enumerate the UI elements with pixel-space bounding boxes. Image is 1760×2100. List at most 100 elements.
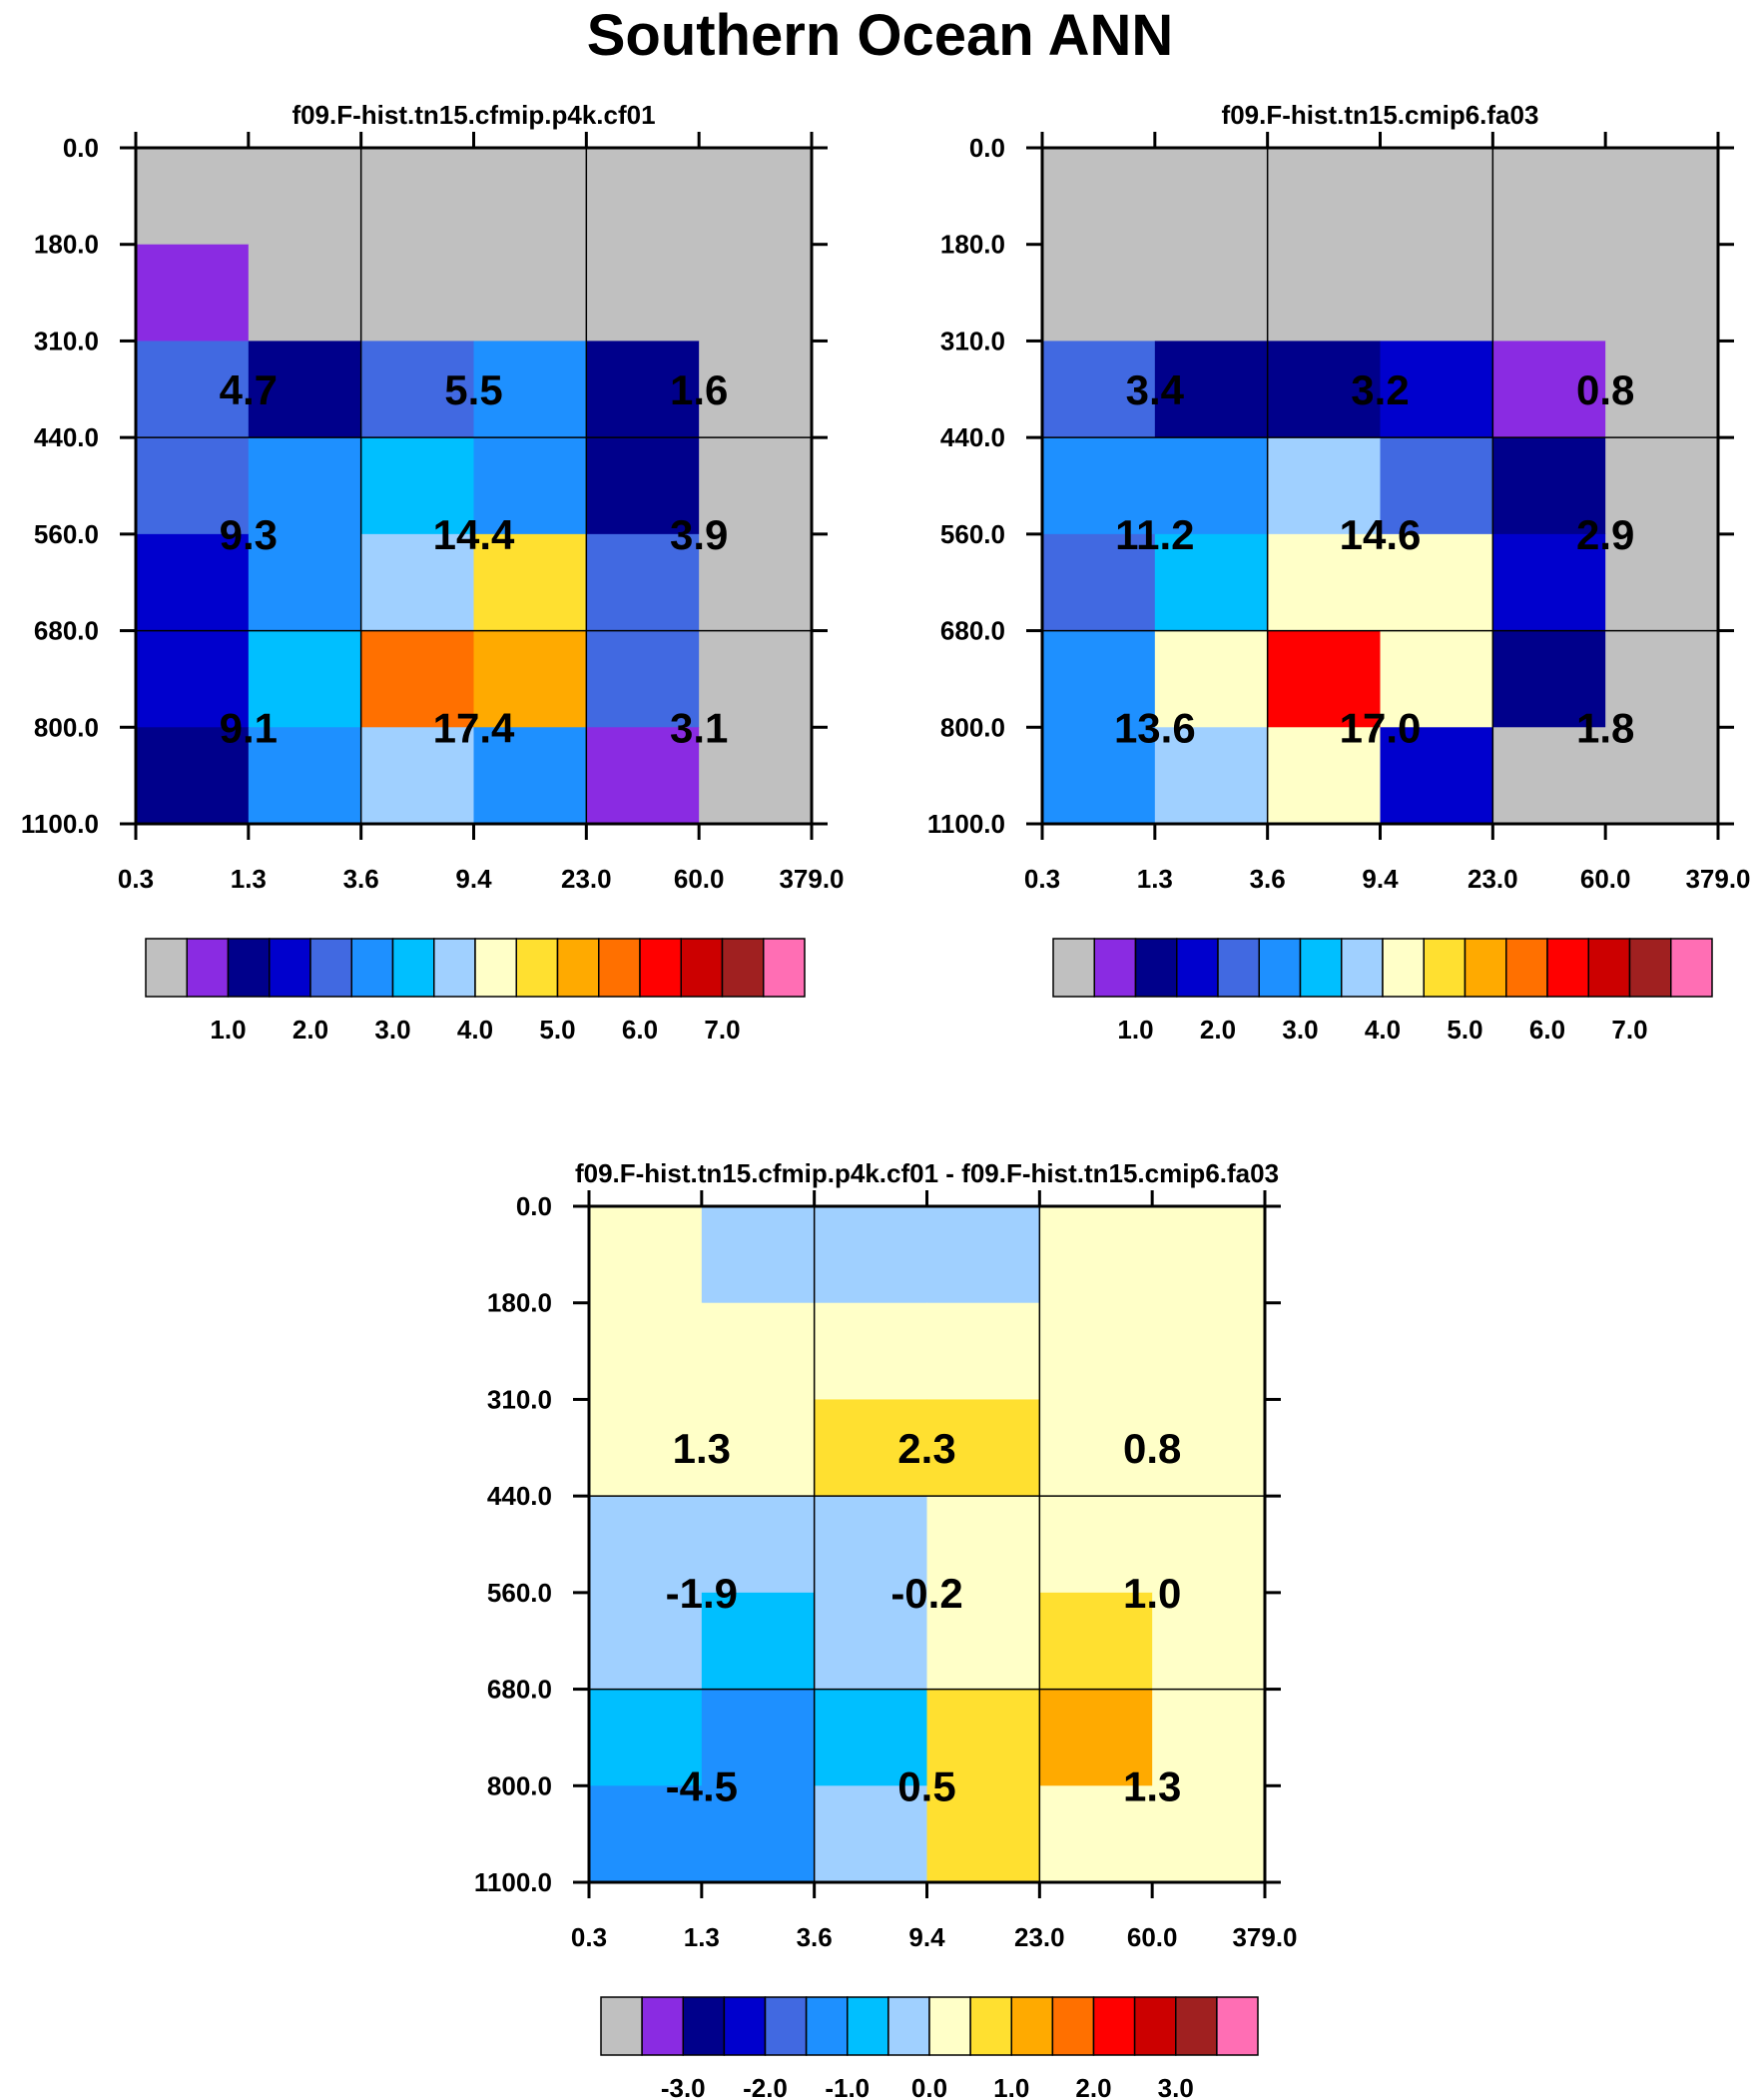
heatmap-cell <box>814 1399 928 1497</box>
heatmap-cell <box>360 148 475 246</box>
summary-value-label: 0.8 <box>1123 1425 1181 1472</box>
x-tick-label: 3.6 <box>343 864 379 894</box>
heatmap-cell <box>1267 533 1382 632</box>
heatmap-cell <box>1154 244 1269 343</box>
colorbar-box <box>1216 1996 1259 2056</box>
main-title: Southern Ocean ANN <box>586 3 1174 68</box>
colorbar-box <box>145 938 188 998</box>
colorbar-box <box>1175 1996 1218 2056</box>
heatmap-cell <box>1492 727 1606 825</box>
heatmap-cell <box>136 630 250 728</box>
heatmap-cell <box>586 148 700 246</box>
heatmap-cell <box>814 1785 928 1883</box>
heatmap-cell <box>1605 244 1719 343</box>
x-tick-label: 3.6 <box>1250 864 1286 894</box>
heatmap-cell <box>136 244 250 343</box>
panel-2: f09.F-hist.tn15.cmip6.fa03 0.0 180.0 310.0 4… <box>927 100 1751 1045</box>
colorbar-box <box>227 938 271 998</box>
heatmap-cell <box>1152 1206 1266 1304</box>
x-tick-label: 60.0 <box>674 864 725 894</box>
colorbar-label: -3.0 <box>661 2073 706 2100</box>
heatmap-cell <box>1605 437 1719 535</box>
colorbar-label: 4.0 <box>457 1015 493 1045</box>
colorbar-box <box>391 938 435 998</box>
heatmap-cell <box>586 341 700 438</box>
x-tick-label: 0.3 <box>1024 864 1060 894</box>
heatmap-cell <box>248 533 362 632</box>
heatmap-cell <box>360 727 475 825</box>
colorbar-box <box>309 938 352 998</box>
colorbar-box <box>1670 938 1713 998</box>
heatmap-cell <box>1492 148 1606 246</box>
heatmap-cell <box>360 437 475 535</box>
colorbar-box <box>1092 1996 1136 2056</box>
colorbar-box <box>1341 938 1384 998</box>
colorbar-box <box>721 938 765 998</box>
colorbar-box <box>269 938 311 998</box>
heatmap-cell <box>589 1785 703 1883</box>
x-tick-label: 9.4 <box>455 864 492 894</box>
x-tick-label: 1.3 <box>231 864 267 894</box>
y-tick-label: 0.0 <box>516 1191 552 1221</box>
x-tick-label: 9.4 <box>908 1922 945 1952</box>
colorbar-label: 2.0 <box>293 1015 328 1045</box>
colorbar-box <box>1134 938 1178 998</box>
x-tick-label: 1.3 <box>684 1922 720 1952</box>
x-tick-label: 60.0 <box>1127 1922 1178 1952</box>
heatmap-cell <box>248 727 362 825</box>
heatmap-cell <box>814 1592 928 1691</box>
heatmap-cell <box>1267 630 1382 728</box>
summary-value-label: 9.3 <box>220 511 278 558</box>
heatmap-cell <box>1039 1496 1153 1594</box>
heatmap-cell <box>1380 437 1493 535</box>
heatmap-cell <box>586 244 700 343</box>
heatmap-cell <box>1042 341 1156 438</box>
colorbar-box <box>847 1996 889 2056</box>
x-tick-label: 1.3 <box>1137 864 1173 894</box>
heatmap-cell <box>1154 437 1269 535</box>
heatmap-cell <box>248 630 362 728</box>
heatmap-cell <box>1380 341 1493 438</box>
colorbar-label: 4.0 <box>1365 1015 1401 1045</box>
heatmap-cell <box>586 727 700 825</box>
colorbar-box <box>1505 938 1548 998</box>
heatmap-cell <box>1039 1689 1153 1786</box>
colorbar-label: 5.0 <box>1447 1015 1482 1045</box>
heatmap-cell <box>1492 533 1606 632</box>
summary-value-label: 14.4 <box>433 511 515 558</box>
heatmap-cell <box>1152 1785 1266 1883</box>
x-tick-label: 0.3 <box>118 864 154 894</box>
heatmap-cell <box>1605 630 1719 728</box>
heatmap-cell <box>699 533 813 632</box>
heatmap-cell <box>360 341 475 438</box>
heatmap-cell <box>701 1206 816 1304</box>
heatmap-cell <box>701 1689 816 1786</box>
colorbar-label: 7.0 <box>1611 1015 1647 1045</box>
heatmap-cell <box>1154 533 1269 632</box>
colorbar-box <box>556 938 600 998</box>
heatmap-cell <box>926 1496 1040 1594</box>
heatmap-cell <box>1267 148 1382 246</box>
heatmap-cell <box>1267 341 1382 438</box>
heatmap-cell <box>1042 727 1156 825</box>
colorbar-label: 7.0 <box>704 1015 740 1045</box>
summary-value-label: 17.0 <box>1340 704 1422 751</box>
colorbar-box <box>1010 1996 1054 2056</box>
heatmap-cell <box>473 727 587 825</box>
colorbar-label: 1.0 <box>993 2073 1029 2100</box>
heatmap-cell <box>1267 727 1382 825</box>
colorbar-box <box>723 1996 767 2056</box>
y-tick-label: 800.0 <box>34 712 99 742</box>
heatmap-cell <box>1042 437 1156 535</box>
summary-value-label: 2.3 <box>897 1425 955 1472</box>
heatmap-cell <box>473 341 587 438</box>
x-tick-label: 379.0 <box>1685 864 1750 894</box>
heatmap-cell <box>701 1785 816 1883</box>
x-tick-label: 9.4 <box>1362 864 1399 894</box>
heatmap-cell <box>1492 437 1606 535</box>
colorbar-label: 2.0 <box>1200 1015 1236 1045</box>
colorbar-box <box>969 1996 1012 2056</box>
heatmap-cell <box>1492 341 1606 438</box>
heatmap-cell <box>814 1206 928 1304</box>
y-tick-label: 440.0 <box>940 422 1005 452</box>
